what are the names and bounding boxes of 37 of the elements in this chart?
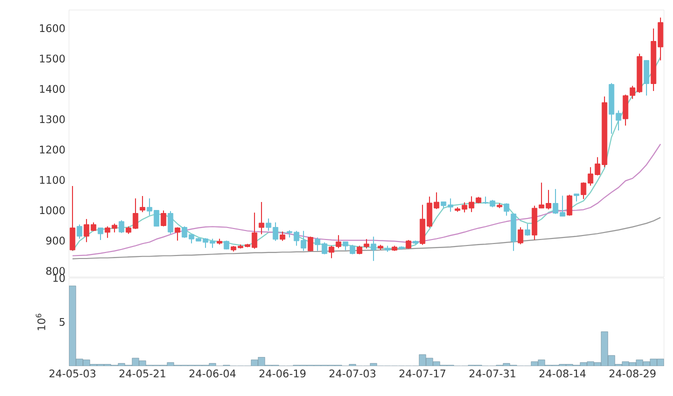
x-tick-label: 24-06-04 bbox=[190, 370, 236, 378]
candlestick bbox=[118, 220, 124, 234]
x-tick-label: 24-07-17 bbox=[400, 370, 446, 378]
candlestick bbox=[280, 230, 286, 242]
candlestick bbox=[644, 60, 650, 96]
x-tick-label: 24-07-03 bbox=[330, 370, 376, 378]
candlestick bbox=[504, 202, 510, 216]
candlestick bbox=[370, 236, 376, 262]
y-tick-label: 1000 bbox=[40, 206, 65, 214]
y-axis-title: 10$^{6}$ bbox=[36, 314, 46, 330]
candlestick bbox=[160, 210, 166, 227]
candlestick bbox=[258, 202, 264, 235]
candlestick bbox=[174, 226, 180, 242]
candlestick bbox=[518, 226, 524, 245]
x-tick-label: 24-05-21 bbox=[120, 370, 166, 378]
x-tick-label: 24-06-19 bbox=[260, 370, 306, 378]
candlestick bbox=[168, 210, 174, 234]
x-tick-label: 24-07-31 bbox=[470, 370, 516, 378]
y-tick-label: 800 bbox=[46, 266, 65, 275]
candlestick bbox=[98, 227, 104, 240]
y-tick-label: 10 bbox=[53, 274, 65, 282]
y-tick-label: 1100 bbox=[40, 176, 65, 184]
candlestick bbox=[76, 224, 82, 240]
candlestick bbox=[566, 194, 572, 216]
x-tick-label: 24-08-29 bbox=[610, 370, 656, 378]
y-tick-label: 1300 bbox=[40, 115, 65, 124]
y-tick-label: 900 bbox=[46, 236, 65, 245]
x-tick-label: 24-05-03 bbox=[50, 370, 96, 378]
y-tick-label: 1200 bbox=[40, 146, 65, 154]
y-tick-label: 1400 bbox=[40, 84, 65, 93]
candlestick bbox=[308, 236, 314, 252]
candlestick bbox=[140, 195, 146, 213]
y-tick-label: 1500 bbox=[40, 54, 65, 62]
y-tick-label: 1600 bbox=[40, 24, 65, 32]
candlestick bbox=[70, 185, 76, 252]
x-tick-label: 24-08-14 bbox=[540, 370, 586, 378]
y-tick-label: 5 bbox=[60, 318, 65, 326]
